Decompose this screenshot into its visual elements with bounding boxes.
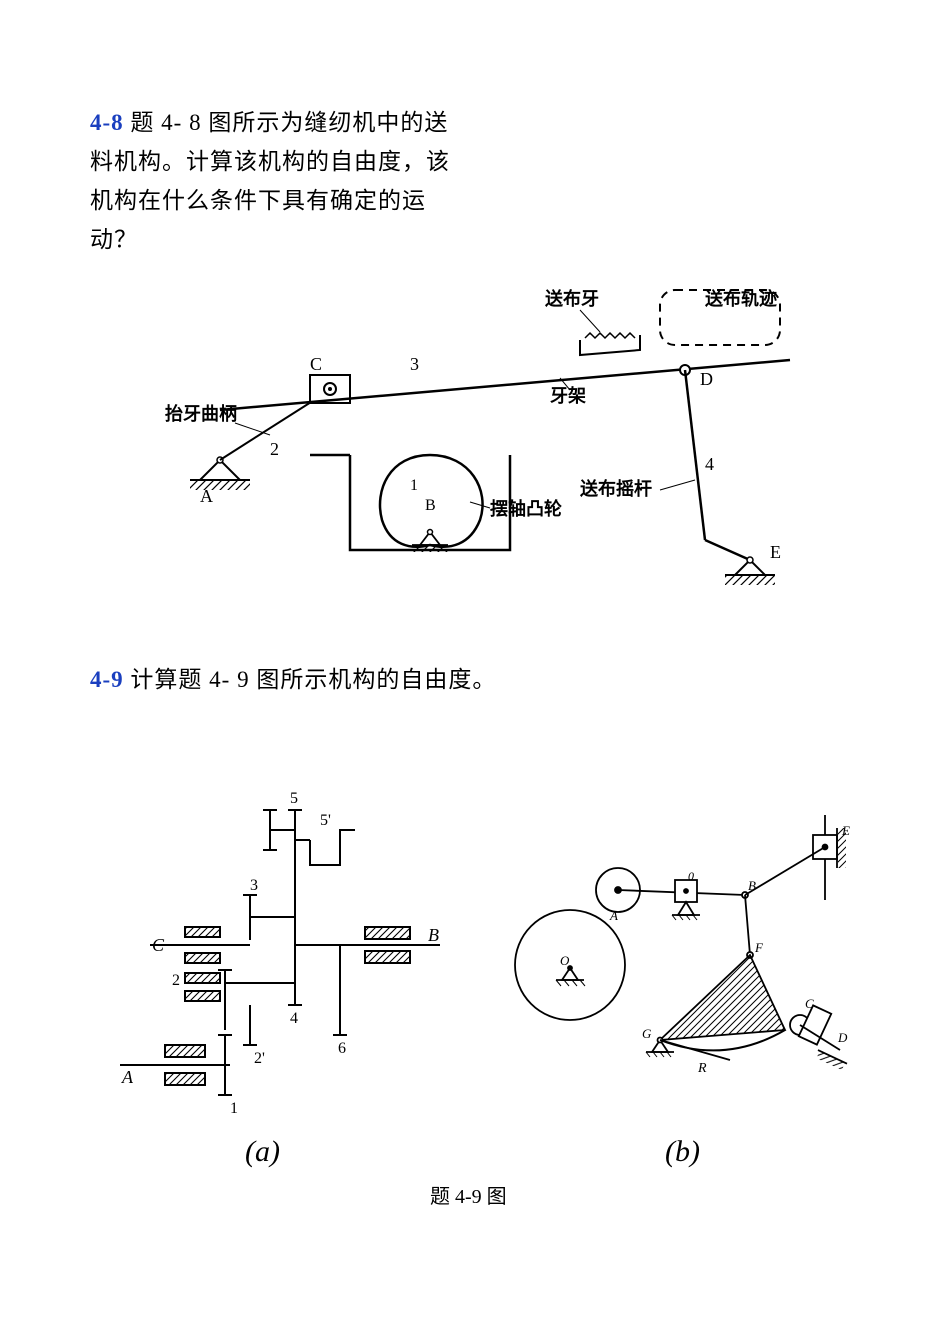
label-b-O: O: [560, 953, 570, 968]
label-a-1: 1: [230, 1100, 238, 1117]
label-b-R: R: [697, 1061, 707, 1076]
figure-4-9-a-sublabel: (a): [245, 1135, 280, 1169]
svg-text:0: 0: [688, 869, 694, 883]
problem-4-8-number: 4-8: [90, 110, 124, 135]
label-b-B: B: [748, 878, 756, 893]
label-taiyaqubing: 抬牙曲柄: [165, 403, 237, 424]
ground-a-icon: [190, 457, 250, 490]
problem-4-8-line-4: 动？: [90, 227, 138, 252]
problem-4-8-text: 4-8 题 4- 8 图所示为缝纫机中的送 料机构。计算该机构的自由度，该 机构…: [90, 103, 490, 259]
label-b-F: F: [754, 940, 764, 955]
label-1: 1: [410, 477, 418, 494]
label-b-D: D: [837, 1030, 848, 1045]
label-a-6: 6: [338, 1040, 346, 1057]
label-b-G: G: [642, 1026, 652, 1041]
figure-4-9-caption: 题 4-9 图: [430, 1180, 507, 1209]
label-a-2: 2: [172, 972, 180, 989]
figure-4-9-b-sublabel: (b): [665, 1135, 700, 1169]
label-a-4: 4: [290, 1010, 298, 1027]
label-4: 4: [705, 454, 714, 474]
label-a-A: A: [121, 1067, 134, 1087]
figure-4-8: A 2 抬牙曲柄 C 3 牙架 送布牙: [150, 280, 850, 610]
label-b-E: E: [841, 823, 850, 838]
figure-4-8-svg: A 2 抬牙曲柄 C 3 牙架 送布牙: [150, 280, 850, 610]
figure-4-9-b-svg: O A B E F G C D R 0: [500, 780, 860, 1120]
figure-4-9-a: A B C 1 2 2' 3 4 5 5' 6: [110, 745, 460, 1125]
label-a: A: [200, 486, 213, 506]
label-a-2p: 2': [254, 1050, 265, 1067]
figure-4-9-b: O A B E F G C D R 0: [500, 780, 860, 1120]
link-4: [685, 370, 705, 540]
label-b-C: C: [805, 996, 814, 1011]
label-songbuguiji: 送布轨迹: [704, 288, 777, 309]
label-e: E: [770, 542, 781, 562]
problem-4-8-line-3: 机构在什么条件下具有确定的运: [90, 188, 426, 213]
label-c: C: [310, 354, 322, 374]
pivot-mid-icon: [672, 880, 700, 920]
label-a-C: C: [152, 935, 165, 955]
label-a-5: 5: [290, 790, 298, 807]
label-b: B: [425, 497, 436, 514]
label-a-5p: 5': [320, 812, 331, 829]
problem-4-8-line-1: 题 4- 8 图所示为缝纫机中的送: [130, 110, 448, 135]
label-a-3: 3: [250, 877, 258, 894]
label-b-A: A: [609, 908, 618, 923]
songbuya-icon: [580, 333, 640, 355]
cam-follower-icon: [310, 455, 510, 552]
label-baizhoutulun: 摆轴凸轮: [490, 498, 562, 519]
page: 4-8 题 4- 8 图所示为缝纫机中的送 料机构。计算该机构的自由度，该 机构…: [0, 0, 945, 1337]
problem-4-9-number: 4-9: [90, 667, 124, 692]
figure-4-9-a-svg: A B C 1 2 2' 3 4 5 5' 6: [110, 745, 460, 1125]
label-d: D: [700, 369, 713, 389]
problem-4-9-text: 4-9 计算题 4- 9 图所示机构的自由度。: [90, 660, 790, 699]
problem-4-8-line-2: 料机构。计算该机构的自由度，该: [90, 149, 450, 174]
label-a-B: B: [428, 925, 439, 945]
label-songbuya: 送布牙: [544, 288, 599, 309]
problem-4-9-line: 计算题 4- 9 图所示机构的自由度。: [130, 667, 496, 692]
ground-e-icon: [725, 557, 775, 585]
label-2: 2: [270, 439, 279, 459]
label-3: 3: [410, 354, 419, 374]
label-songbubaigan: 送布摇杆: [579, 478, 652, 499]
